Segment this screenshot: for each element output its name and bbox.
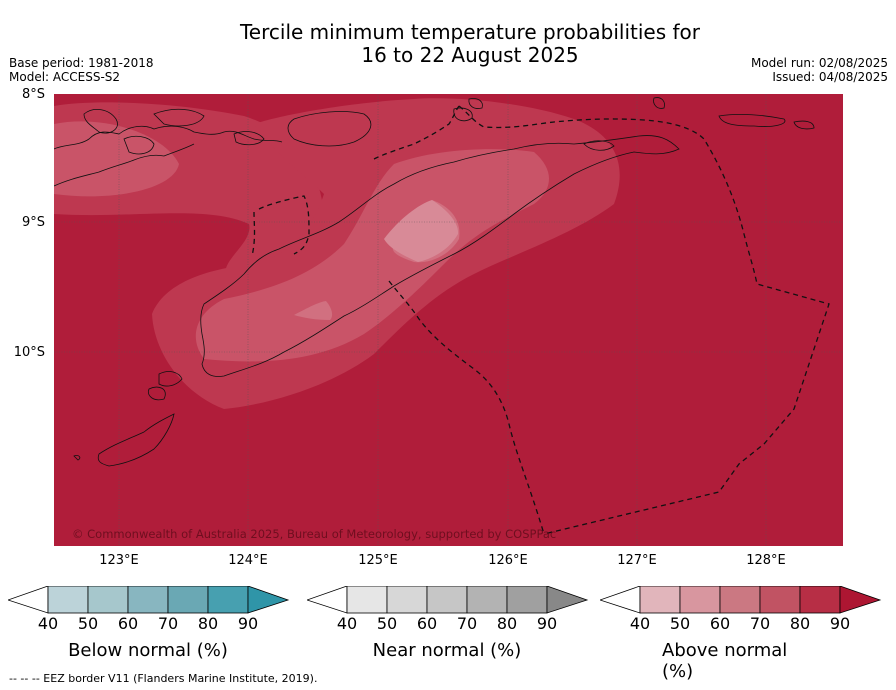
colorbar-bin bbox=[87, 586, 129, 614]
colorbar-bin bbox=[466, 586, 508, 614]
lat-label-8s: 8°S bbox=[21, 87, 45, 102]
colorbar-bin bbox=[426, 586, 468, 614]
lon-label-128e: 128°E bbox=[746, 553, 786, 568]
colorbar-extend-low bbox=[8, 586, 49, 614]
colorbar-bin bbox=[506, 586, 548, 614]
eez-border bbox=[251, 105, 830, 535]
colorbar-above-normal bbox=[600, 586, 882, 614]
title-line-1: Tercile minimum temperature probabilitie… bbox=[239, 20, 701, 44]
coastline-timor bbox=[200, 135, 680, 377]
lat-label-9s: 9°S bbox=[21, 215, 45, 230]
colorbar-tick-label: 40 bbox=[629, 614, 651, 633]
colorbar-tick-label: 80 bbox=[789, 614, 811, 633]
colorbar-bin bbox=[207, 586, 249, 614]
colorbar-extend-high bbox=[247, 586, 290, 614]
colorbar-bin bbox=[167, 586, 209, 614]
coastline-flores bbox=[54, 125, 283, 150]
colorbar-tick-label: 50 bbox=[669, 614, 691, 633]
footer-eez-note: -- -- -- EEZ border V11 (Flanders Marine… bbox=[9, 672, 318, 685]
lon-label-126e: 126°E bbox=[488, 553, 528, 568]
colorbar-extend-low bbox=[600, 586, 641, 614]
lon-label-125e: 125°E bbox=[358, 553, 398, 568]
graticule bbox=[54, 94, 843, 546]
issued-date: Issued: 04/08/2025 bbox=[772, 70, 888, 84]
colorbar-bin bbox=[346, 586, 388, 614]
contour-band-level-4 bbox=[384, 200, 459, 262]
colorbar-tick-label: 80 bbox=[496, 614, 518, 633]
title-line-2: 16 to 22 August 2025 bbox=[361, 43, 579, 67]
colorbar-bin bbox=[639, 586, 681, 614]
contour-band-level-3b bbox=[294, 301, 333, 320]
colorbar-label-near: Near normal (%) bbox=[372, 640, 522, 661]
colorbar-tick-label: 90 bbox=[829, 614, 851, 633]
lon-label-127e: 127°E bbox=[617, 553, 657, 568]
colorbar-label-below: Below normal (%) bbox=[68, 640, 228, 661]
colorbar-bin bbox=[799, 586, 841, 614]
lon-label-123e: 123°E bbox=[99, 553, 139, 568]
colorbar-tick-label: 60 bbox=[416, 614, 438, 633]
contour-band-level-2 bbox=[54, 121, 179, 197]
colorbar-tick-label: 50 bbox=[77, 614, 99, 633]
probability-map: © Commonwealth of Australia 2025, Bureau… bbox=[54, 94, 843, 546]
colorbar-tick-label: 40 bbox=[336, 614, 358, 633]
model-name: Model: ACCESS-S2 bbox=[9, 70, 121, 84]
colorbar-bin bbox=[679, 586, 721, 614]
colorbar-tick-label: 40 bbox=[37, 614, 59, 633]
meta-left: Base period: 1981-2018 Model: ACCESS-S2 bbox=[9, 56, 154, 84]
coastlines bbox=[54, 97, 815, 467]
colorbar-tick-label: 50 bbox=[376, 614, 398, 633]
colorbar-bin bbox=[127, 586, 169, 614]
colorbar-tick-label: 60 bbox=[709, 614, 731, 633]
base-period: Base period: 1981-2018 bbox=[9, 56, 154, 70]
colorbar-bin bbox=[47, 586, 89, 614]
meta-right: Model run: 02/08/2025 Issued: 04/08/2025 bbox=[751, 56, 888, 84]
coastline-roti bbox=[158, 371, 183, 387]
colorbar-tick-label: 90 bbox=[536, 614, 558, 633]
colorbar-bin bbox=[759, 586, 801, 614]
model-run: Model run: 02/08/2025 bbox=[750, 56, 888, 70]
colorbar-label-above: Above normal (%) bbox=[662, 640, 788, 682]
lon-label-124e: 124°E bbox=[228, 553, 268, 568]
colorbar-tick-label: 70 bbox=[749, 614, 771, 633]
colorbar-tick-label: 80 bbox=[197, 614, 219, 633]
colorbar-extend-high bbox=[839, 586, 882, 614]
lat-label-10s: 10°S bbox=[13, 345, 45, 360]
colorbar-bin bbox=[719, 586, 761, 614]
colorbar-below-normal bbox=[8, 586, 290, 614]
colorbar-extend-high bbox=[546, 586, 589, 614]
colorbar-tick-label: 70 bbox=[157, 614, 179, 633]
colorbar-tick-label: 60 bbox=[117, 614, 139, 633]
contour-band-level-2b bbox=[195, 149, 549, 362]
colorbar-bin bbox=[386, 586, 428, 614]
copyright-text: © Commonwealth of Australia 2025, Bureau… bbox=[72, 527, 556, 541]
colorbar-tick-label: 90 bbox=[237, 614, 259, 633]
colorbar-extend-low bbox=[307, 586, 348, 614]
colorbar-tick-label: 70 bbox=[456, 614, 478, 633]
coastline-lower-left bbox=[97, 413, 175, 467]
colorbar-near-normal bbox=[307, 586, 589, 614]
